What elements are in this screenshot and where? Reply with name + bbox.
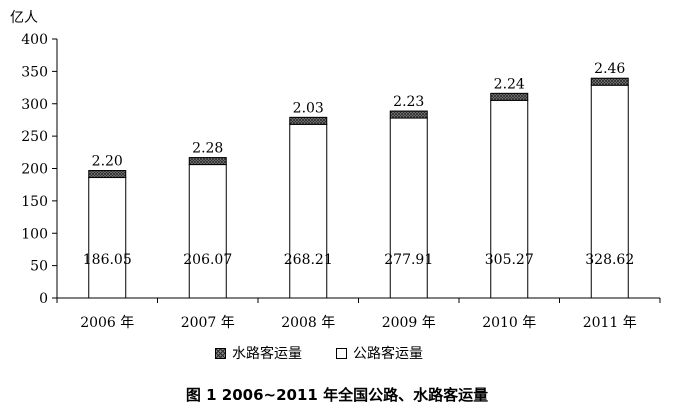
x-tick-label: 2011 年	[583, 315, 637, 331]
data-label-road: 186.05	[83, 252, 132, 268]
y-tick-label: 350	[21, 64, 48, 80]
y-tick-label: 0	[39, 291, 48, 307]
legend-item-road: 公路客运量	[336, 343, 423, 363]
data-label-road: 277.91	[384, 252, 433, 268]
bar-water	[188, 157, 227, 166]
bar-water	[490, 92, 529, 101]
y-tick-label: 400	[21, 32, 48, 48]
y-axis-label: 亿人	[10, 10, 38, 26]
legend-item-water: 水路客运量	[215, 343, 302, 363]
bar-road	[490, 99, 529, 299]
x-tick-label: 2009 年	[382, 315, 436, 331]
y-tick-label: 150	[21, 194, 48, 210]
legend-swatch-road	[336, 347, 347, 359]
axes: 0 50 100 150 200 250 300 350 400 2006 年 2007 年 2008…	[21, 32, 661, 331]
data-label-road: 305.27	[485, 252, 534, 268]
bar-road	[389, 117, 428, 299]
y-tick-label: 100	[21, 226, 48, 242]
bar-water	[289, 116, 328, 125]
data-label-road: 206.07	[183, 252, 232, 268]
legend-swatch-water	[215, 347, 226, 359]
data-label-road: 268.21	[284, 252, 333, 268]
data-label-water: 2.46	[594, 61, 625, 77]
data-label-water: 2.23	[393, 94, 424, 110]
legend-label-road: 公路客运量	[353, 346, 423, 362]
y-tick-label: 250	[21, 129, 48, 145]
y-tick-label: 50	[30, 259, 48, 275]
data-label-water: 2.20	[92, 154, 123, 170]
bar-water	[88, 170, 127, 179]
x-tick-label: 2006 年	[80, 315, 134, 331]
bar-water	[590, 77, 629, 86]
x-tick-label: 2007 年	[181, 315, 235, 331]
y-tick-label: 200	[21, 162, 48, 178]
data-label-road: 328.62	[585, 252, 634, 268]
bar-water	[389, 110, 428, 119]
x-tick-label: 2010 年	[482, 315, 536, 331]
bar-road	[188, 164, 227, 299]
data-label-water: 2.03	[293, 100, 324, 116]
x-tick-label: 2008 年	[281, 315, 335, 331]
chart-title: 图 1 2006~2011 年全国公路、水路客运量	[185, 386, 489, 404]
bar-road	[289, 123, 328, 299]
bar-road	[88, 177, 127, 299]
legend: 水路客运量 公路客运量	[215, 343, 457, 363]
y-tick-label: 300	[21, 97, 48, 113]
legend-label-water: 水路客运量	[232, 346, 302, 362]
bar-road	[590, 84, 629, 299]
bars: 2.20 186.05 2.28 206.07 2.03 268.21 2.23 277.91…	[83, 61, 634, 299]
data-label-water: 2.28	[192, 141, 223, 157]
data-label-water: 2.24	[494, 76, 525, 92]
